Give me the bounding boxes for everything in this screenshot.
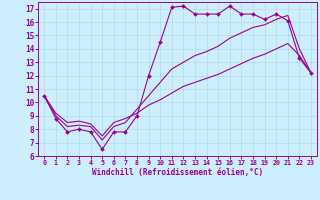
X-axis label: Windchill (Refroidissement éolien,°C): Windchill (Refroidissement éolien,°C) — [92, 168, 263, 177]
